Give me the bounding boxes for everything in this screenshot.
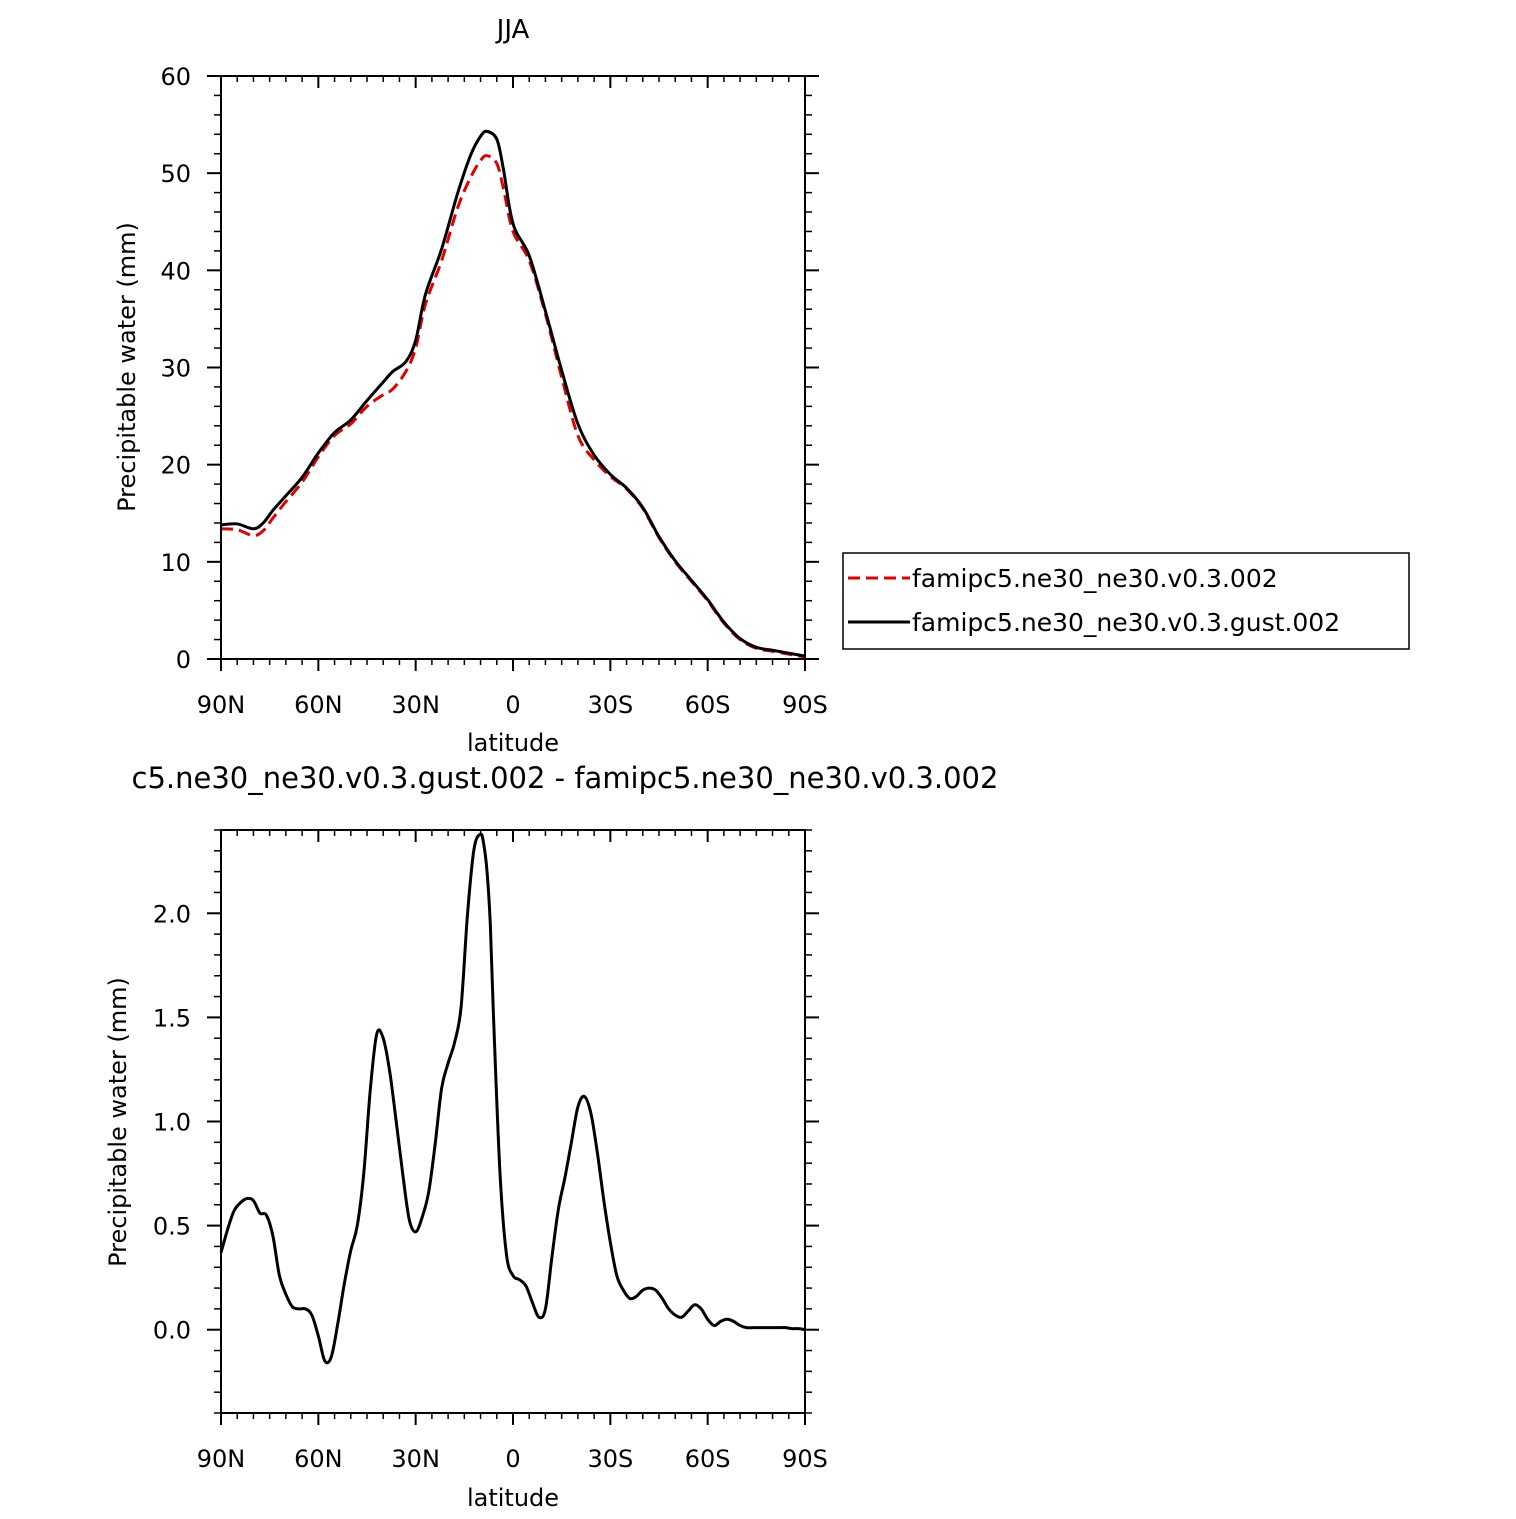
bottom-x-tick-label: 30N xyxy=(391,1445,440,1473)
bottom-panel: c5.ne30_ne30.v0.3.gust.002 - famipc5.ne3… xyxy=(104,761,998,1512)
bottom-panel-y-axis-label: Precipitable water (mm) xyxy=(104,977,132,1267)
top-x-tick-label: 0 xyxy=(505,691,520,719)
top-panel: JJA Precipitable water (mm) latitude 90N… xyxy=(113,15,1410,757)
top-series-line-1 xyxy=(220,129,806,658)
bottom-series-line-0 xyxy=(219,832,806,1365)
bottom-x-tick-label: 0 xyxy=(505,1445,520,1473)
bottom-x-tick-label: 30S xyxy=(587,1445,633,1473)
bottom-y-tick-label: 1.0 xyxy=(153,1109,191,1137)
top-panel-title: JJA xyxy=(495,15,530,45)
top-y-tick-label: 30 xyxy=(160,355,191,383)
top-x-tick-label: 60N xyxy=(294,691,343,719)
legend-box xyxy=(842,552,1410,650)
top-y-tick-label: 0 xyxy=(176,646,191,674)
top-panel-x-axis-label: latitude xyxy=(467,729,559,757)
top-x-tick-label: 30N xyxy=(391,691,440,719)
legend: famipc5.ne30_ne30.v0.3.002 famipc5.ne30_… xyxy=(842,552,1410,650)
bottom-y-tick-label: 1.5 xyxy=(153,1004,191,1032)
top-y-tick-label: 40 xyxy=(160,257,191,285)
top-y-tick-label: 20 xyxy=(160,452,191,480)
legend-label-gust: famipc5.ne30_ne30.v0.3.gust.002 xyxy=(912,608,1340,637)
bottom-panel-title: c5.ne30_ne30.v0.3.gust.002 - famipc5.ne3… xyxy=(132,761,999,795)
top-x-tick-label: 30S xyxy=(587,691,633,719)
top-x-tick-label: 90N xyxy=(197,691,246,719)
bottom-x-tick-label: 90N xyxy=(197,1445,246,1473)
legend-label-control: famipc5.ne30_ne30.v0.3.002 xyxy=(912,564,1278,593)
bottom-panel-x-axis-label: latitude xyxy=(467,1484,559,1512)
top-x-tick-label: 90S xyxy=(782,691,828,719)
bottom-x-tick-label: 90S xyxy=(782,1445,828,1473)
bottom-y-tick-label: 2.0 xyxy=(153,900,191,928)
bottom-x-tick-label: 60S xyxy=(685,1445,731,1473)
top-y-tick-label: 60 xyxy=(160,63,191,91)
bottom-x-tick-label: 60N xyxy=(294,1445,343,1473)
top-y-tick-label: 50 xyxy=(160,160,191,188)
top-y-tick-label: 10 xyxy=(160,549,191,577)
bottom-y-tick-label: 0.0 xyxy=(153,1317,191,1345)
top-x-tick-label: 60S xyxy=(685,691,731,719)
top-series-line-0 xyxy=(220,154,806,659)
bottom-panel-plot-frame xyxy=(220,829,806,1414)
top-panel-y-axis-label: Precipitable water (mm) xyxy=(113,222,141,512)
top-panel-plot-frame xyxy=(220,75,806,660)
bottom-y-tick-label: 0.5 xyxy=(153,1213,191,1241)
